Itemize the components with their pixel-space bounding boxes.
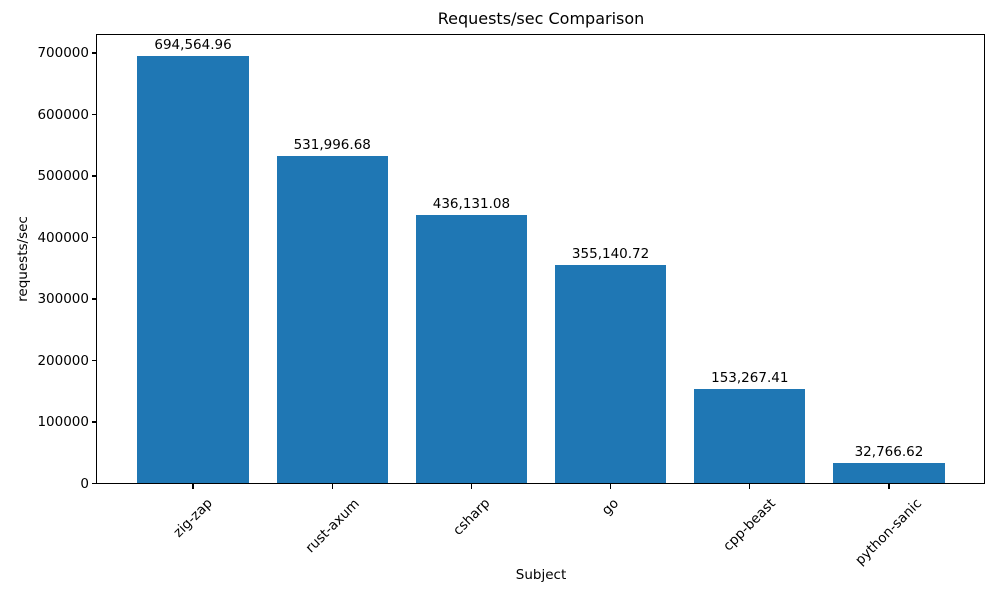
y-tick-mark <box>92 482 97 485</box>
x-tick-mark <box>192 483 194 489</box>
bar <box>554 265 667 484</box>
y-tick-mark <box>92 175 97 177</box>
y-tick-mark <box>92 236 97 239</box>
bar-value-label: 436,131.08 <box>432 196 511 213</box>
bar-value-label: 694,564.96 <box>154 37 232 54</box>
bar <box>137 56 249 484</box>
x-tick-label: go <box>598 495 623 519</box>
y-tick-mark <box>92 113 97 116</box>
x-tick-label: cpp-beast <box>720 495 780 555</box>
bar-value-label: 153,267.41 <box>711 370 789 387</box>
bar <box>276 156 388 484</box>
x-tick-label: rust-axum <box>302 495 363 556</box>
y-tick-label: 700000 <box>37 45 89 61</box>
y-tick-mark <box>92 359 97 362</box>
y-tick-label: 100000 <box>37 414 89 430</box>
y-tick-label: 500000 <box>37 168 89 184</box>
x-tick-label: python-sanic <box>852 495 926 569</box>
x-tick-mark <box>888 483 890 489</box>
y-axis-title: requests/sec <box>15 216 31 302</box>
bar-value-label: 531,996.68 <box>293 137 371 154</box>
x-tick-mark <box>331 483 333 489</box>
bar <box>415 215 528 484</box>
chart-title: Requests/sec Comparison <box>437 9 645 28</box>
x-tick-mark <box>470 483 472 489</box>
x-tick-mark <box>749 483 751 489</box>
bar <box>694 389 806 484</box>
bar-value-label: 355,140.72 <box>571 246 650 263</box>
bar <box>833 463 945 484</box>
y-tick-mark <box>92 52 97 54</box>
y-tick-mark <box>92 298 97 300</box>
y-tick-label: 400000 <box>37 229 89 246</box>
x-axis-title: Subject <box>515 567 567 583</box>
y-tick-mark <box>92 421 97 423</box>
y-tick-label: 600000 <box>37 106 89 123</box>
x-tick-label: zig-zap <box>170 495 216 541</box>
x-tick-label: csharp <box>449 495 494 539</box>
y-tick-label: 300000 <box>37 291 89 307</box>
bar-value-label: 32,766.62 <box>854 444 924 461</box>
y-tick-label: 200000 <box>37 352 89 369</box>
y-tick-label: 0 <box>80 475 89 492</box>
x-tick-mark <box>609 483 612 489</box>
